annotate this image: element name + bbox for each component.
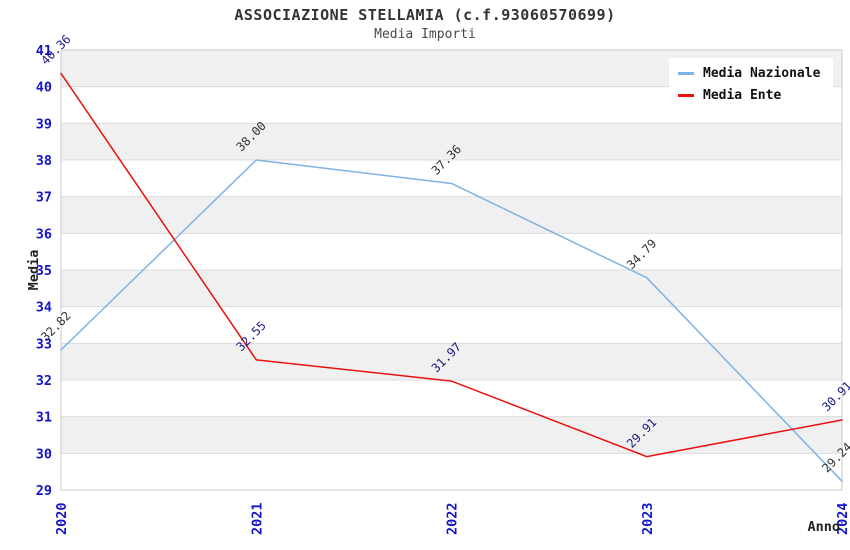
svg-text:2020: 2020 [54,502,70,535]
svg-text:29: 29 [36,483,52,499]
svg-text:39: 39 [36,116,52,132]
svg-text:32: 32 [36,373,52,389]
y-axis-title: Media [26,250,42,291]
chart-subtitle: Media Importi [374,27,476,42]
plot-border [60,49,843,491]
svg-text:33: 33 [36,336,52,352]
svg-text:2022: 2022 [445,502,461,535]
series-line-media-ente [60,72,843,458]
legend-item-media-ente: Media Ente [678,88,820,103]
svg-text:41: 41 [36,43,52,59]
x-axis-title: Anno [807,519,840,535]
svg-text:37: 37 [36,190,52,206]
y-axis-tick-labels: 29 30 31 32 33 34 35 36 37 38 39 40 41 [36,43,52,499]
svg-text:2023: 2023 [640,502,656,535]
legend: Media Nazionale Media Ente [669,58,834,112]
svg-text:36: 36 [36,226,52,242]
svg-text:2021: 2021 [249,502,265,535]
legend-label-media-ente: Media Ente [703,88,782,103]
media-ente-line-swatch [678,94,694,97]
svg-text:31: 31 [36,410,52,426]
x-axis-tick-labels: 2020 2021 2022 2023 2024 [54,502,850,535]
legend-item-media-nazionale: Media Nazionale [678,66,820,81]
media-nazionale-line-swatch [678,72,694,75]
svg-text:40: 40 [36,80,52,96]
svg-text:38: 38 [36,153,52,169]
svg-text:35: 35 [36,263,52,279]
chart-title: ASSOCIAZIONE STELLAMIA (c.f.93060570699) [234,6,616,24]
svg-text:34: 34 [36,300,52,316]
legend-label-media-nazionale: Media Nazionale [703,66,821,81]
series-line-media-nazionale [60,159,843,482]
svg-text:2024: 2024 [835,502,850,535]
svg-text:30: 30 [36,446,52,462]
